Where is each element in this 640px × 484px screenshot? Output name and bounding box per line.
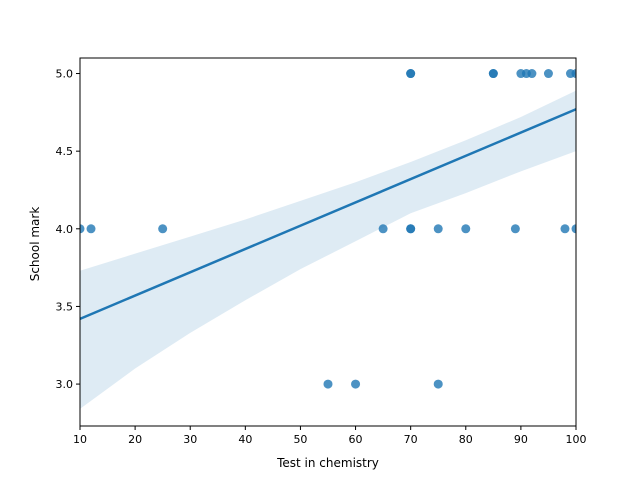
data-point: [158, 224, 168, 234]
data-point: [80, 224, 85, 234]
data-point: [560, 224, 570, 234]
points-layer: [80, 69, 576, 389]
x-tick-label: 50: [293, 433, 307, 446]
x-tick-label: 100: [566, 433, 587, 446]
data-point: [510, 224, 520, 234]
y-tick-label: 4.5: [56, 145, 74, 158]
y-tick-label: 3.5: [56, 300, 74, 313]
plot-frame: [79, 57, 577, 427]
x-tick-label: 40: [238, 433, 252, 446]
y-tick-label: 3.0: [56, 378, 74, 391]
data-point: [351, 379, 361, 389]
data-point: [527, 69, 537, 79]
x-axis-label: Test in chemistry: [276, 456, 379, 470]
confidence-band-layer: [80, 90, 576, 409]
data-point: [86, 224, 96, 234]
data-point: [488, 69, 498, 79]
x-tick-label: 80: [459, 433, 473, 446]
x-tick-label: 60: [349, 433, 363, 446]
data-point: [406, 224, 416, 234]
data-point: [433, 379, 443, 389]
data-point: [433, 224, 443, 234]
x-tick-label: 70: [404, 433, 418, 446]
y-tick-label: 5.0: [56, 68, 74, 81]
axes: [79, 57, 577, 427]
confidence-band: [80, 90, 576, 409]
x-tick-label: 10: [73, 433, 87, 446]
data-point: [461, 224, 471, 234]
x-axis-ticks: 10 20 30 40 50 60 70 80 90 100: [73, 426, 587, 446]
data-point: [543, 69, 553, 79]
data-point: [571, 69, 576, 79]
data-point: [571, 224, 576, 234]
data-point: [323, 379, 333, 389]
y-tick-label: 4.0: [56, 223, 74, 236]
x-tick-label: 20: [128, 433, 142, 446]
regression-line: [79, 108, 577, 321]
y-axis-ticks: 3.0 3.5 4.0 4.5 5.0: [56, 68, 80, 391]
regression-line-layer: [79, 108, 577, 321]
data-point: [406, 69, 416, 79]
x-tick-label: 90: [514, 433, 528, 446]
data-point: [378, 224, 388, 234]
x-tick-label: 30: [183, 433, 197, 446]
y-axis-label: School mark: [28, 207, 42, 282]
